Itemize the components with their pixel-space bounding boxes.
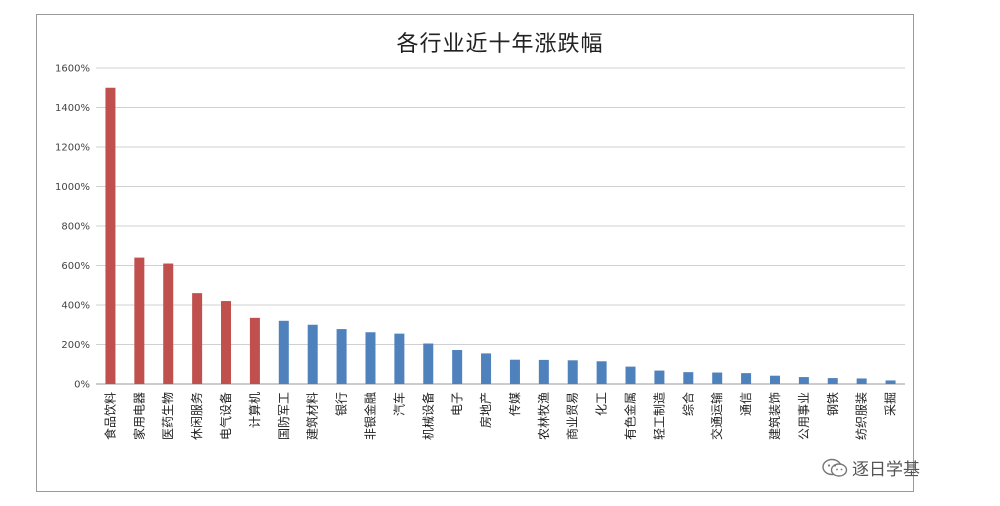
x-tick-label: 汽车 <box>391 392 406 416</box>
x-tick-label: 商业贸易 <box>565 392 580 440</box>
bar <box>134 257 145 384</box>
bar <box>365 332 376 384</box>
y-tick-label: 400% <box>61 301 90 312</box>
watermark-text: 逐日学基 <box>852 460 920 480</box>
bar <box>394 333 405 384</box>
y-tick-label: 1000% <box>55 182 90 193</box>
bar <box>221 301 232 384</box>
bar <box>452 350 463 384</box>
x-tick-label: 通信 <box>739 392 753 416</box>
bar <box>827 378 838 384</box>
bar <box>192 293 203 384</box>
x-tick-label: 建筑装饰 <box>767 392 782 440</box>
x-tick-label: 非银金融 <box>362 392 377 440</box>
bar <box>798 377 809 384</box>
bar <box>249 317 260 384</box>
bar <box>423 343 434 384</box>
x-tick-label: 医药生物 <box>161 392 175 440</box>
bar <box>105 87 116 384</box>
x-tick-label: 银行 <box>335 392 349 416</box>
x-tick-label: 纺织服装 <box>855 392 869 440</box>
bar <box>307 324 318 384</box>
y-tick-label: 800% <box>61 222 90 233</box>
bar <box>567 360 578 384</box>
x-tick-label: 公用事业 <box>797 392 811 440</box>
x-tick-label: 有色金属 <box>623 392 638 440</box>
x-tick-label: 钢铁 <box>826 392 840 416</box>
y-tick-label: 1600% <box>55 64 90 75</box>
watermark: 逐日学基 <box>822 455 920 480</box>
bar <box>336 329 347 384</box>
x-tick-label: 电子 <box>450 392 464 416</box>
chart-frame <box>36 14 914 492</box>
x-tick-label: 建筑材料 <box>305 392 320 440</box>
bar <box>683 372 694 384</box>
y-tick-label: 600% <box>61 261 90 272</box>
x-tick-label: 国防军工 <box>276 392 291 440</box>
bar <box>712 372 723 384</box>
bar <box>654 370 665 384</box>
x-tick-label: 家用电器 <box>131 392 146 440</box>
bar <box>163 263 174 384</box>
x-tick-label: 机械设备 <box>420 392 435 440</box>
x-tick-label: 电气设备 <box>218 392 233 440</box>
bar <box>596 361 607 384</box>
x-tick-label: 采掘 <box>883 392 898 416</box>
bar <box>741 373 752 384</box>
bar <box>769 375 780 384</box>
bar <box>856 378 867 384</box>
chart-title: 各行业近十年涨跌幅 <box>396 32 604 57</box>
x-tick-label: 传媒 <box>507 392 522 416</box>
x-tick-label: 交通运输 <box>709 392 724 440</box>
x-tick-label: 综合 <box>680 392 695 416</box>
bar <box>538 359 549 384</box>
bar <box>278 320 289 384</box>
bar <box>509 359 520 384</box>
x-tick-label: 轻工制造 <box>652 392 666 440</box>
x-tick-label: 计算机 <box>247 392 262 428</box>
y-tick-label: 0% <box>74 380 90 391</box>
y-tick-label: 1400% <box>55 103 90 114</box>
bar <box>481 353 492 384</box>
bar <box>625 366 636 384</box>
x-tick-label: 休闲服务 <box>189 392 204 440</box>
x-tick-label: 房地产 <box>478 392 493 428</box>
y-tick-label: 200% <box>61 340 90 351</box>
bar <box>885 380 896 384</box>
x-tick-label: 食品饮料 <box>102 392 117 440</box>
y-tick-label: 1200% <box>55 143 90 154</box>
x-tick-label: 农林牧渔 <box>537 392 551 440</box>
wechat-icon <box>822 458 848 477</box>
x-tick-label: 化工 <box>595 392 609 416</box>
